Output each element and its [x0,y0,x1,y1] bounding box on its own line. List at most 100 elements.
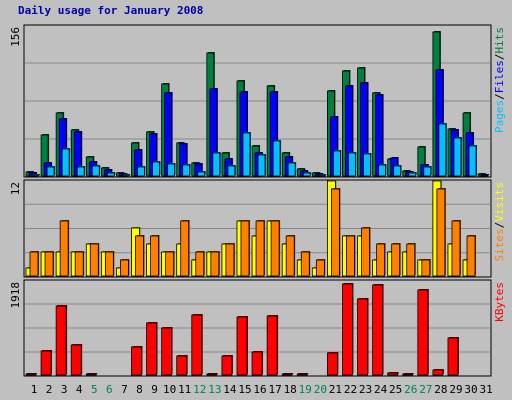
legend-item: Sites [493,228,506,261]
day-label-3: 3 [61,383,68,396]
day-label-12: 12 [193,383,206,396]
bar-sites-day-25 [391,243,401,277]
bar-kbytes-day-23 [357,298,368,376]
bar-sites-day-28 [436,188,446,277]
day-label-26: 26 [404,383,417,396]
bar-kbytes-day-16 [251,351,263,376]
day-label-11: 11 [178,383,191,396]
bar-pages-day-28 [438,123,447,177]
bar-pages-day-30 [468,145,477,177]
day-label-16: 16 [253,383,266,396]
bar-pages-day-22 [348,152,356,177]
bar-shadow [123,174,131,175]
legend-middle: Sites/Visits [493,182,506,262]
bar-shadow [33,174,40,175]
bar-pages-day-26 [408,172,417,177]
bar-shadow [283,373,294,374]
legend-item: Pages [493,100,506,133]
day-label-15: 15 [238,383,251,396]
day-label-17: 17 [268,383,281,396]
day-label-10: 10 [163,383,176,396]
bar-kbytes-day-25 [387,372,399,376]
day-label-20: 20 [314,383,327,396]
bar-sites-day-1 [29,251,39,277]
bar-pages-day-2 [46,166,55,177]
legend-top: Pages/Files/Hits [493,27,506,133]
bar-pages-day-27 [423,166,432,177]
bar-kbytes-day-11 [176,355,188,376]
bar-sites-day-11 [180,220,190,277]
axis-max-label-top: 156 [9,27,22,47]
bar-shadow [298,373,309,374]
bar-sites-day-12 [195,251,205,277]
bar-sites-day-27 [421,259,431,277]
bar-sites-day-6 [104,251,114,277]
bar-kbytes-day-19 [296,373,308,376]
bar-pages-day-20 [317,174,326,177]
bar-sites-day-19 [300,251,310,277]
bar-sites-day-18 [285,235,295,277]
bar-sites-day-22 [346,235,355,277]
bar-pages-day-3 [61,148,70,177]
day-label-9: 9 [151,383,158,396]
bar-sites-day-21 [330,188,340,277]
bar-pages-day-7 [122,174,130,177]
legend-item: KBytes [493,282,506,322]
bar-pages-day-19 [302,172,311,177]
bar-sites-day-9 [150,235,159,277]
bar-files-day-31 [480,174,489,177]
day-label-28: 28 [434,383,447,396]
bar-kbytes-day-17 [266,315,278,376]
bar-pages-day-15 [242,132,251,177]
day-label-25: 25 [389,383,402,396]
bar-kbytes-day-10 [161,327,173,376]
day-label-24: 24 [374,383,388,396]
bar-kbytes-day-24 [372,284,384,376]
bar-kbytes-day-22 [342,283,353,376]
bar-kbytes-day-15 [236,316,248,376]
bar-sites-day-16 [255,220,265,277]
bar-pages-day-21 [332,150,341,177]
bar-kbytes-day-12 [191,314,203,376]
bar-kbytes-day-26 [402,373,414,376]
bar-sites-day-15 [240,220,250,277]
day-label-6: 6 [106,383,113,396]
day-label-13: 13 [208,383,221,396]
day-label-23: 23 [359,383,372,396]
bar-pages-day-14 [227,165,236,177]
bar-pages-day-24 [378,164,387,177]
legend-bottom: KBytes [493,282,506,322]
day-label-8: 8 [136,383,143,396]
bar-sites-day-4 [74,251,84,277]
bar-sites-day-17 [270,220,280,277]
bar-sites-day-29 [451,220,461,277]
bar-pages-day-4 [76,166,85,177]
legend-item: / [493,222,506,229]
bar-pages-day-1 [31,174,40,177]
bar-kbytes-day-3 [55,305,67,376]
bar-sites-day-7 [120,259,129,277]
bar-sites-day-2 [44,251,54,277]
bar-sites-day-23 [361,227,370,277]
day-label-31: 31 [479,383,492,396]
day-label-14: 14 [223,383,237,396]
day-label-4: 4 [76,383,83,396]
bar-pages-day-18 [287,162,296,177]
bar-sites-day-8 [135,235,144,277]
bar-files-day-24 [375,94,384,177]
bar-shadow [403,373,414,374]
bar-kbytes-day-13 [206,373,218,376]
legend-item: Visits [493,182,506,222]
day-label-21: 21 [329,383,342,396]
bar-kbytes-day-18 [281,373,293,376]
bar-kbytes-day-29 [447,337,459,376]
bar-pages-day-9 [152,161,160,177]
day-label-18: 18 [284,383,297,396]
bar-pages-day-23 [363,153,371,177]
bar-shadow [482,174,490,175]
bar-sites-day-26 [406,243,416,277]
bar-sites-day-24 [376,243,386,277]
day-label-2: 2 [46,383,53,396]
axis-max-label-bottom: 1918 [9,282,22,309]
bar-shadow [87,373,98,374]
